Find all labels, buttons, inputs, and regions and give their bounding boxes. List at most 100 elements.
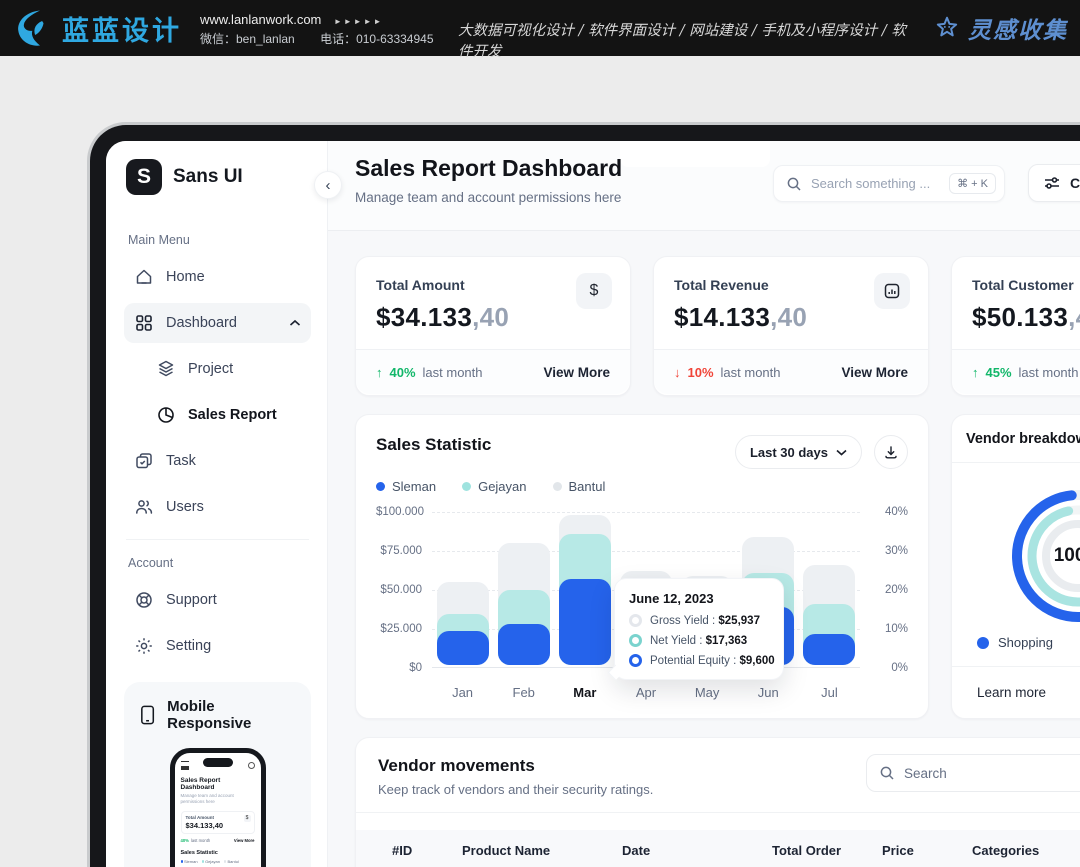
sidebar-item-setting[interactable]: Setting (124, 626, 311, 666)
x-axis-label: Jul (821, 685, 838, 700)
table-search-input[interactable]: Search (866, 754, 1080, 792)
phone-icon (141, 705, 155, 725)
tooltip-date: June 12, 2023 (629, 591, 714, 606)
sidebar-item-project[interactable]: Project (146, 349, 311, 389)
page-subtitle: Manage team and account permissions here (355, 190, 622, 205)
y-axis-label: 0% (891, 662, 908, 674)
learn-more-link[interactable]: Learn more (977, 685, 1047, 700)
donut-chart (1012, 490, 1080, 622)
banner-contact: www.lanlanwork.com ►►►►► 微信：ben_lanlan 电… (200, 9, 434, 47)
sidebar-item-label: Users (166, 499, 204, 515)
y-axis-label: $25.000 (380, 623, 422, 635)
banner-wechat: 微信：ben_lanlan (200, 31, 295, 46)
table-column-header[interactable]: #ID (392, 842, 413, 858)
search-placeholder: Search something ... (811, 176, 931, 191)
layers-icon (158, 360, 174, 377)
legend-dot (376, 482, 385, 491)
x-axis-label: May (694, 685, 720, 700)
tooltip-ring-icon (629, 614, 642, 627)
sidebar-item-home[interactable]: Home (124, 257, 311, 297)
legend-item: Sleman (376, 479, 436, 494)
dashboard-grid-icon (136, 315, 152, 331)
sidebar-item-sales-report[interactable]: Sales Report (146, 395, 311, 435)
view-more-link[interactable]: View More (543, 364, 610, 380)
life-buoy-icon (136, 592, 152, 608)
download-button[interactable] (874, 435, 908, 469)
shortcut-badge: ⌘ + K (949, 173, 996, 194)
pie-chart-icon (158, 407, 174, 423)
bar-sleman (436, 630, 489, 665)
banner-website: www.lanlanwork.com (200, 12, 322, 28)
stat-card-total-amount: Total Amount $34.133,40 $ ↑ 40% last mon… (355, 256, 631, 396)
y-axis-label: $50.000 (380, 584, 422, 596)
y-axis-label: 30% (884, 545, 908, 557)
main-area: Sales Report Dashboard Manage team and a… (328, 141, 1080, 867)
trend-percent: 10% (687, 364, 714, 380)
dollar-icon: $ (243, 814, 251, 822)
mini-stat-card: Total Amount $34.133,40 $ (180, 810, 255, 834)
sidebar-item-support[interactable]: Support (124, 580, 311, 620)
table-column-header[interactable]: Date (622, 842, 651, 858)
vendor-breakdown-card: Vendor breakdown 100% Shopping (951, 414, 1080, 719)
table-column-header[interactable]: Categories (972, 842, 1040, 858)
trend-up-arrow: ↑ (972, 364, 979, 380)
x-axis-label: Feb (512, 685, 535, 700)
range-select[interactable]: Last 30 days (734, 435, 862, 469)
phone-notch (202, 758, 233, 767)
x-axis-label: Jan (452, 685, 474, 700)
stat-value: $34.133,40 (376, 302, 510, 332)
task-check-icon (136, 453, 152, 469)
sidebar-divider (126, 539, 309, 540)
table-column-header[interactable]: Price (882, 842, 914, 858)
star-icon (936, 16, 958, 37)
header-tab-highlight (620, 141, 770, 167)
legend-dot (552, 482, 562, 491)
sidebar-item-label: Task (166, 453, 196, 469)
lanlan-logo-icon (18, 10, 44, 46)
legend-item: Bantul (552, 479, 605, 494)
legend-item: Shopping (977, 635, 1053, 650)
chart-bar-group[interactable] (493, 512, 554, 668)
view-more-link[interactable]: View More (841, 364, 908, 380)
chart-bar-group[interactable] (432, 512, 493, 668)
customize-button[interactable]: Customize (1028, 164, 1080, 202)
legend-item: Gejayan (462, 479, 527, 494)
arrows-icon: ►►►►► (333, 17, 384, 27)
app-logo-icon: S (126, 159, 162, 195)
table-column-header[interactable]: Total Order (772, 842, 842, 858)
chevron-left-icon: ‹ (325, 176, 331, 194)
sidebar-item-users[interactable]: Users (124, 487, 311, 527)
sales-statistic-card: Sales Statistic Last 30 days (355, 414, 929, 719)
vendor-breakdown-title: Vendor breakdown (952, 415, 1080, 463)
search-icon (787, 177, 801, 191)
donut-center-label: 100% (1053, 545, 1080, 566)
bar-sleman (558, 579, 611, 665)
sidebar-collapse-button[interactable]: ‹ (314, 171, 342, 199)
mini-phone-mockup: Sales Report Dashboard Manage team and a… (169, 748, 266, 867)
divider (356, 812, 1080, 813)
sidebar-item-dashboard[interactable]: Dashboard (124, 303, 311, 343)
chart-bar-group[interactable] (554, 512, 615, 668)
global-search-input[interactable]: Search something ... ⌘ + K (773, 165, 1005, 202)
inspiration-text: 灵感收集 (968, 17, 1068, 44)
stat-cards-row: Total Amount $34.133,40 $ ↑ 40% last mon… (355, 256, 1080, 396)
bar-chart-icon (874, 273, 910, 309)
sales-chart: $100.000 $75.000 $50.000 $25.000 $0 40% 30% 20… (376, 504, 908, 700)
y-axis-label: 10% (884, 623, 908, 635)
trend-up-arrow: ↑ (376, 364, 383, 380)
stat-card-total-revenue: Total Revenue $14.133,40 ↓ 10% last mont… (653, 256, 929, 396)
vendor-breakdown-legend: Shopping (977, 635, 1080, 650)
sidebar-item-label: Project (188, 361, 234, 377)
tooltip-ring-icon (629, 654, 642, 667)
chart-legend: Sleman Gejayan Bantul (376, 479, 908, 494)
table-column-header[interactable]: Product Name (462, 842, 551, 858)
trend-percent: 40% (389, 364, 416, 380)
chart-bar-group[interactable] (799, 512, 860, 668)
inspiration-collect[interactable]: 灵感收集 (934, 11, 1068, 45)
sidebar-item-task[interactable]: Task (124, 441, 311, 481)
gear-icon (136, 638, 152, 654)
trend-percent: 45% (985, 364, 1012, 380)
sidebar-item-label: Setting (166, 638, 212, 654)
lanlan-logo: 蓝蓝设计 (12, 7, 182, 49)
menu-icon (180, 760, 189, 766)
